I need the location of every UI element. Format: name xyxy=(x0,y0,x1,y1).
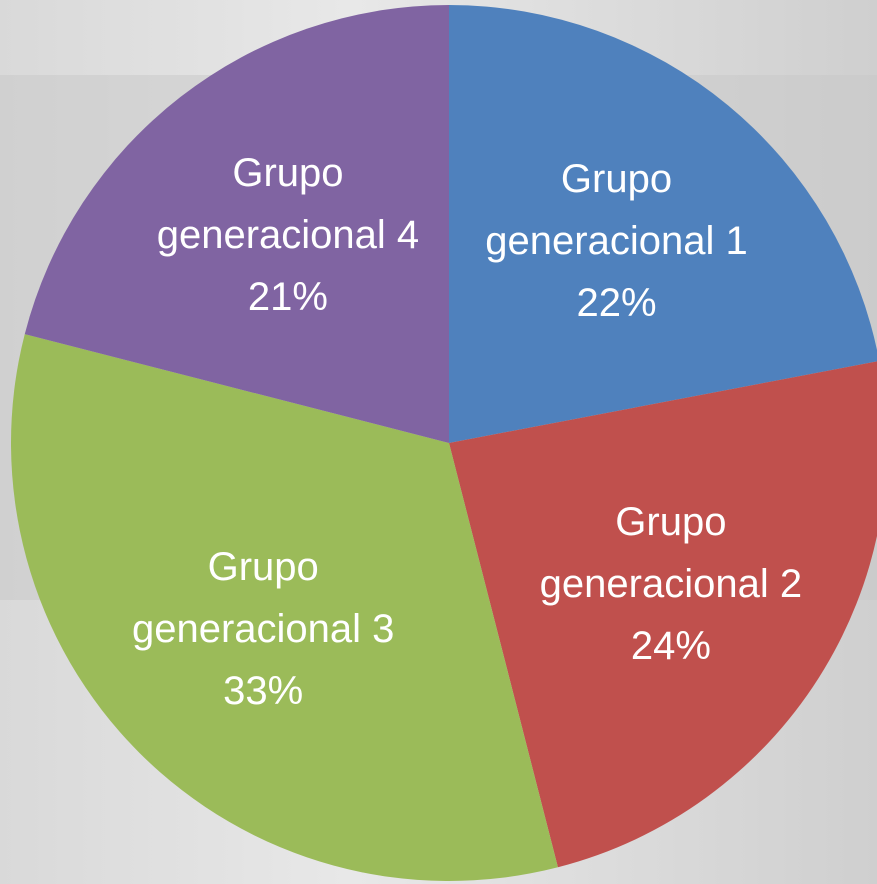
pie-slice xyxy=(449,5,877,443)
pie-slice xyxy=(449,361,877,868)
value-label: 24% xyxy=(630,623,711,668)
category-label: Grupo generacional 2 xyxy=(539,499,803,606)
slice-label: Grupo generacional 4 21% xyxy=(123,142,453,328)
slice-label: Grupo generacional 3 33% xyxy=(98,536,428,722)
category-label: Grupo generacional 1 xyxy=(485,156,748,263)
pie-slice xyxy=(24,5,449,443)
pie-slice xyxy=(11,334,558,881)
value-label: 22% xyxy=(576,280,657,325)
slice-label: Grupo generacional 2 24% xyxy=(506,491,836,677)
slice-label: Grupo generacional 1 22% xyxy=(452,148,782,334)
category-label: Grupo generacional 4 xyxy=(156,151,420,258)
category-label: Grupo generacional 3 xyxy=(131,544,395,651)
value-label: 21% xyxy=(247,275,328,320)
value-label: 33% xyxy=(223,668,304,713)
